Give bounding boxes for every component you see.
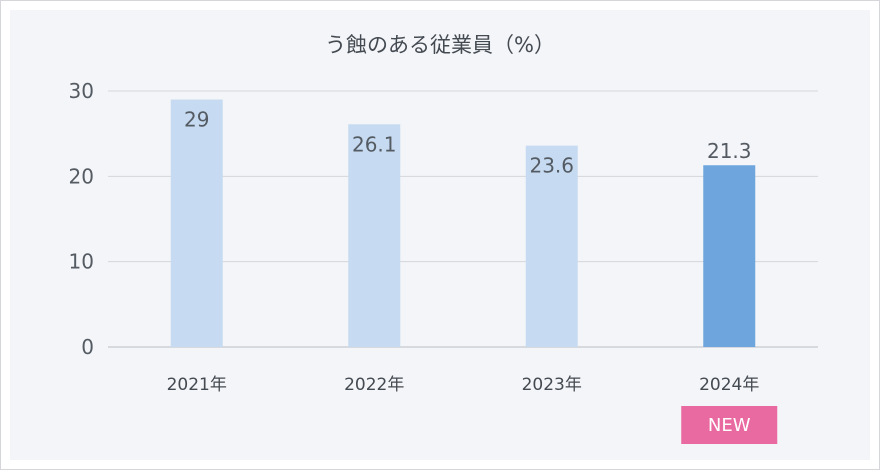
x-tick-label: 2023年 bbox=[522, 375, 582, 395]
y-axis-ticks: 0 10 20 30 bbox=[69, 79, 94, 359]
x-tick-label: 2022年 bbox=[344, 375, 404, 395]
new-badge bbox=[681, 406, 778, 444]
bar-2021年 bbox=[170, 99, 223, 348]
data-label: 26.1 bbox=[352, 132, 397, 156]
y-tick-label: 10 bbox=[69, 250, 94, 274]
chart-title: う蝕のある従業員（%） bbox=[325, 33, 555, 57]
gridlines bbox=[108, 90, 818, 348]
x-axis-ticks: 2021年 2022年 2023年 2024年 bbox=[167, 375, 760, 395]
new-badge-group: NEW bbox=[681, 406, 778, 444]
bar-2023年 bbox=[525, 145, 578, 347]
bar-2022年 bbox=[348, 124, 401, 347]
bar-2024年 bbox=[703, 165, 756, 347]
new-badge-label: NEW bbox=[708, 415, 751, 436]
data-label: 23.6 bbox=[529, 154, 574, 178]
x-tick-label: 2021年 bbox=[167, 375, 227, 395]
data-labels: 29 26.1 23.6 21.3 bbox=[184, 108, 751, 178]
bars bbox=[170, 99, 756, 348]
data-label: 21.3 bbox=[707, 139, 752, 163]
y-tick-label: 20 bbox=[69, 164, 94, 188]
y-tick-label: 30 bbox=[69, 79, 94, 103]
y-tick-label: 0 bbox=[81, 335, 94, 359]
x-tick-label: 2024年 bbox=[699, 375, 759, 395]
data-label: 29 bbox=[184, 108, 209, 132]
